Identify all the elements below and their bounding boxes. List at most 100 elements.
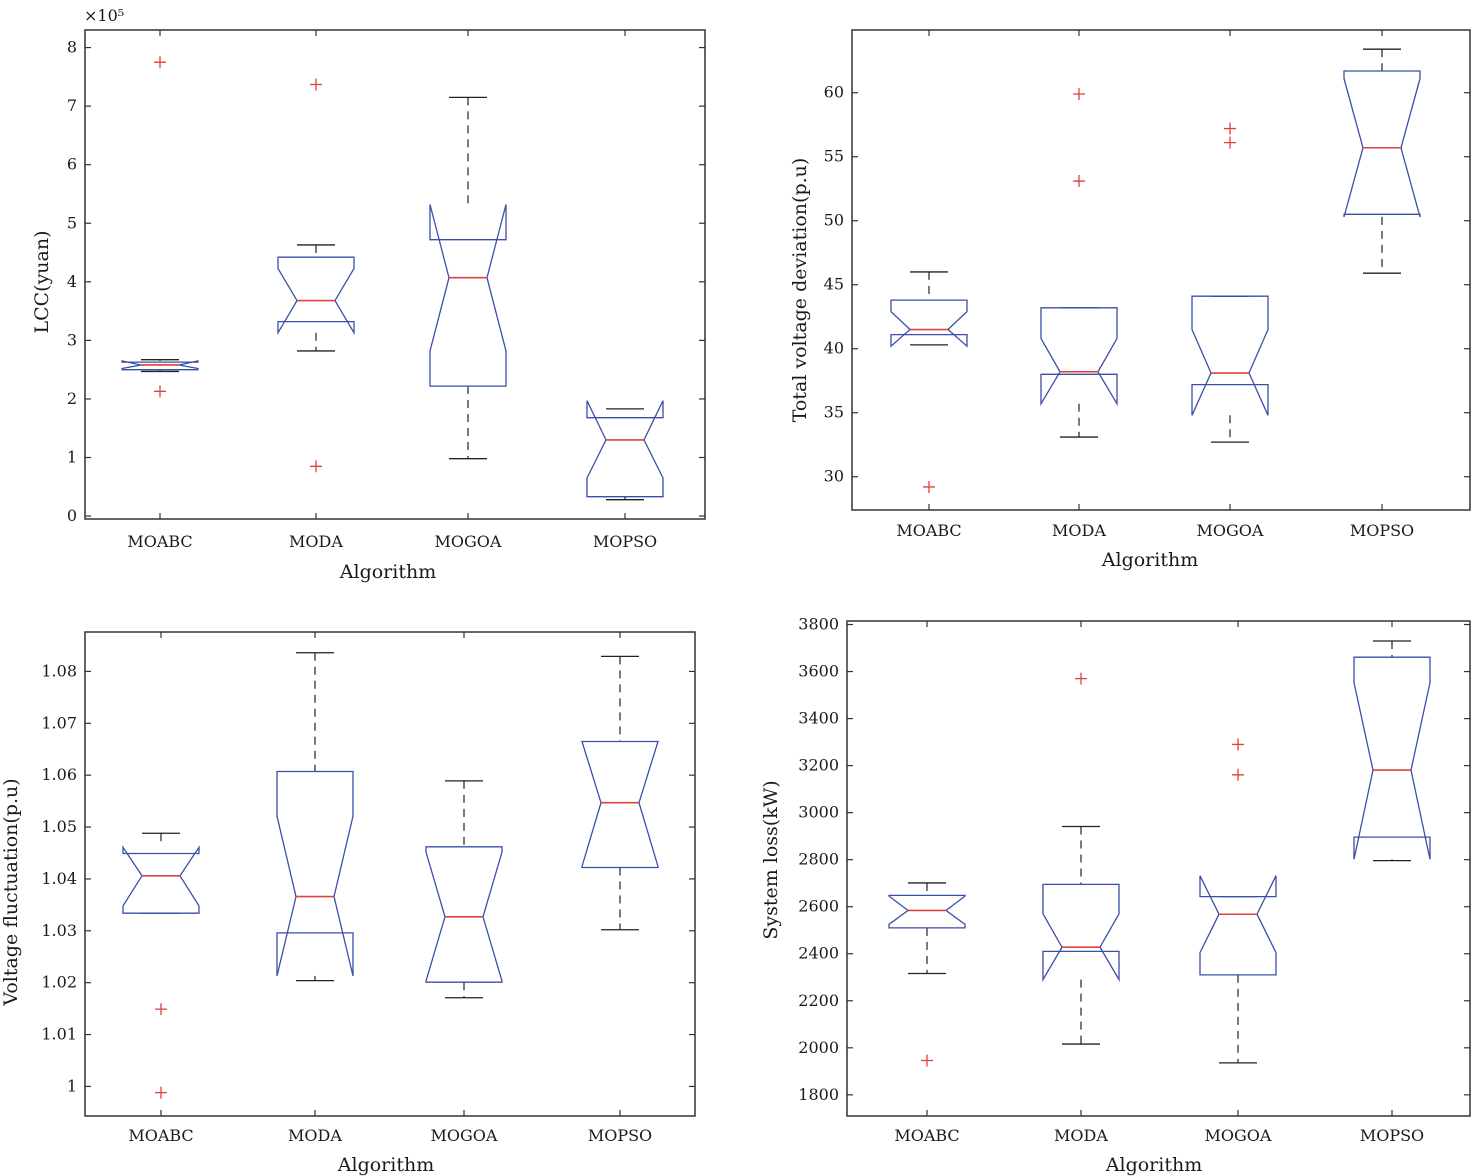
notched-box [276,770,354,977]
notched-box [1199,875,1277,976]
outlier-marker [154,385,166,398]
y-tick-label: 30 [824,467,844,486]
y-tick-label: 1.01 [41,1025,77,1044]
outlier-marker [1073,175,1085,188]
plot-frame [84,29,706,520]
notched-box [890,299,968,348]
y-tick-label: 1.06 [41,765,77,784]
notched-box [1191,295,1269,416]
notched-box [425,846,503,983]
y-tick-label: 1 [67,1076,77,1095]
y-tick-label: 40 [824,339,844,358]
y-tick-label: 50 [824,211,844,230]
x-tick-label: MODA [1052,521,1106,540]
x-tick-label: MOABC [896,521,961,540]
y-tick-label: 3600 [798,662,839,681]
y-tick-label: 1.08 [41,661,77,680]
system-loss-boxplot-panel: Algorithm System loss(kW) 1800 2000 2200 24… [760,615,1471,1176]
x-tick-label: MOABC [894,1126,959,1145]
notched-box [277,256,355,336]
x-axis-title: Algorithm [337,1154,434,1176]
y-tick-label: 1.07 [41,713,77,732]
y-tick-label: 0 [67,506,77,525]
plot-frame [84,631,696,1117]
x-tick-label: MOPSO [593,532,657,551]
y-tick-label: 3800 [798,615,839,634]
outlier-marker [155,1003,167,1016]
y-axis-title: System loss(kW) [760,780,782,939]
axis-scale-exponent: ×10⁵ [84,6,124,25]
notched-box [122,845,200,914]
x-tick-label: MOGOA [1205,1126,1272,1145]
x-tick-label: MOGOA [1197,521,1264,540]
y-tick-label: 3000 [798,803,839,822]
notched-box [1042,883,1120,982]
y-tick-label: 55 [824,147,844,166]
y-tick-label: 3 [67,330,77,349]
notched-box [1343,70,1421,218]
x-tick-label: MODA [288,1126,342,1145]
x-axis-title: Algorithm [1101,549,1198,571]
notched-box [1353,656,1431,860]
outlier-marker [1232,738,1244,751]
y-axis-title: Total voltage deviation(p.u) [789,158,811,423]
y-tick-label: 1.04 [41,869,77,888]
y-tick-label: 35 [824,403,844,422]
y-tick-label: 7 [67,96,77,115]
y-tick-label: 2200 [798,991,839,1010]
outlier-marker [1224,136,1236,149]
y-tick-label: 3200 [798,756,839,775]
y-tick-label: 1.03 [41,921,77,940]
outlier-marker [923,480,935,493]
y-tick-label: 45 [824,275,844,294]
plot-frame [851,29,1471,511]
y-tick-label: 60 [824,83,844,102]
voltage-fluctuation-boxplot-panel: Algorithm Voltage fluctuation(p.u) 1 1.01… [0,631,696,1176]
y-tick-label: 1800 [798,1085,839,1104]
outlier-marker [310,78,322,91]
outlier-marker [1224,122,1236,135]
y-tick-label: 2800 [798,850,839,869]
outlier-marker [1232,768,1244,781]
notched-box [888,894,966,929]
y-axis-title: LCC(yuan) [31,230,53,333]
y-tick-label: 5 [67,213,77,232]
x-tick-label: MOPSO [1350,521,1414,540]
y-tick-label: 1.02 [41,973,77,992]
y-tick-label: 8 [67,38,77,57]
outlier-marker [154,56,166,69]
x-tick-label: MOGOA [435,532,502,551]
y-tick-label: 2400 [798,944,839,963]
x-axis-title: Algorithm [339,561,436,583]
y-tick-label: 3400 [798,709,839,728]
voltage-deviation-boxplot-panel: Algorithm Total voltage deviation(p.u) 3… [789,29,1471,571]
x-tick-label: MOGOA [431,1126,498,1145]
y-tick-label: 2 [67,389,77,408]
outlier-marker [1075,672,1087,685]
y-axis-title: Voltage fluctuation(p.u) [0,778,22,1006]
outlier-marker [310,460,322,473]
x-tick-label: MOABC [128,1126,193,1145]
notched-box [586,400,664,498]
x-tick-label: MODA [289,532,343,551]
notched-box [429,204,507,387]
outlier-marker [155,1086,167,1099]
x-tick-label: MOPSO [588,1126,652,1145]
y-tick-label: 6 [67,155,77,174]
plot-frame [846,620,1471,1117]
x-tick-label: MOPSO [1360,1126,1424,1145]
notched-box [121,360,199,371]
x-axis-title: Algorithm [1105,1154,1202,1176]
notched-box [1040,307,1118,407]
y-tick-label: 1.05 [41,817,77,836]
y-tick-label: 2600 [798,897,839,916]
y-tick-label: 2000 [798,1038,839,1057]
y-tick-label: 4 [67,272,77,291]
outlier-marker [921,1054,933,1067]
lcc-boxplot-panel: ×10⁵ Algorithm LCC(yuan) 0 1 2 3 4 5 6 7 8 MOABC M… [31,6,706,583]
x-tick-label: MOABC [127,532,192,551]
x-tick-label: MODA [1054,1126,1108,1145]
y-tick-label: 1 [67,448,77,467]
notched-box [581,740,659,869]
